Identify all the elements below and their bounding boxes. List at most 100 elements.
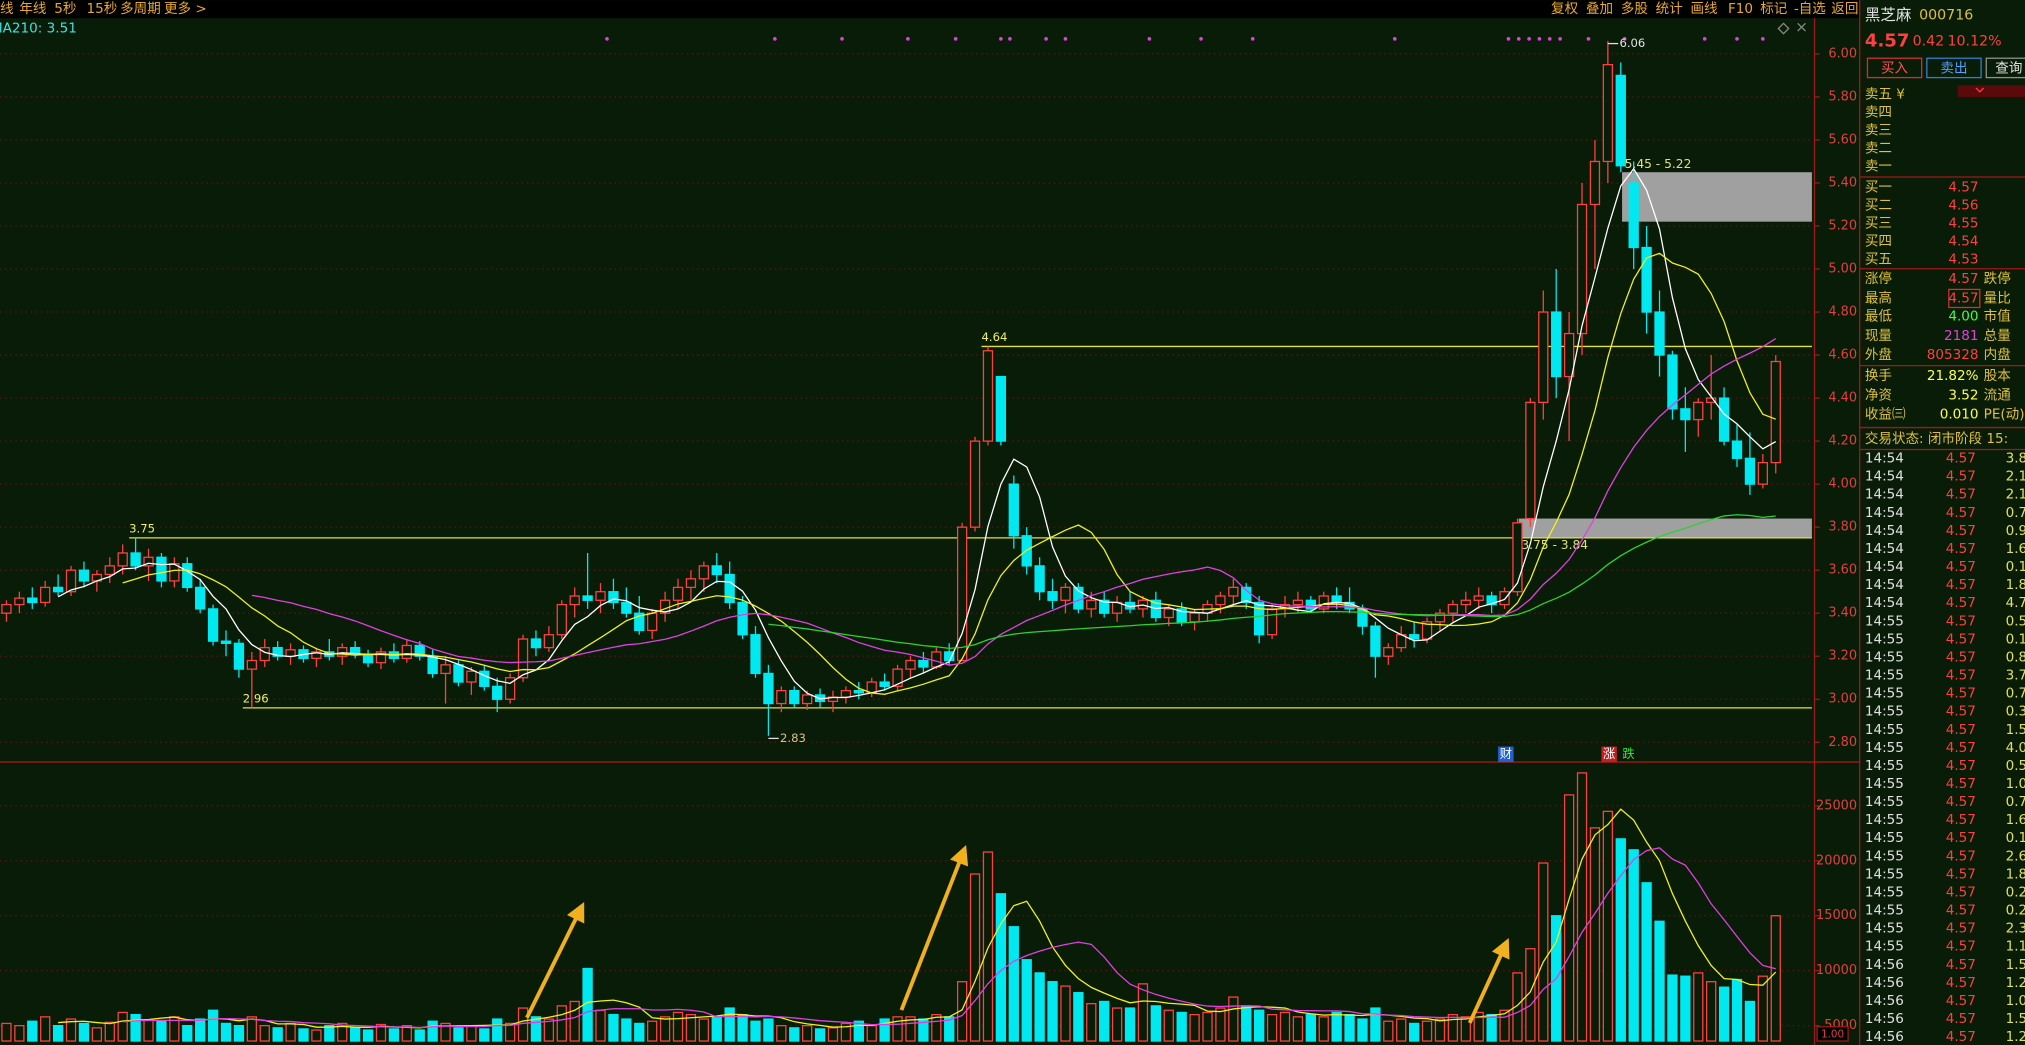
toolbar-item[interactable]: 更多 > [164, 0, 207, 17]
candle-body [1486, 595, 1497, 606]
y-tick-label: 5.60 [1828, 132, 1857, 147]
toolbar-button[interactable]: 叠加 [1586, 1, 1613, 17]
volume-bar [272, 1027, 283, 1042]
volume-bar [143, 1019, 154, 1042]
volume-bar [440, 1022, 451, 1042]
sell-button[interactable]: 卖出 [1940, 61, 1967, 77]
icon[interactable] [1797, 22, 1806, 32]
volume-bar [1111, 1007, 1123, 1042]
icon[interactable] [1777, 22, 1790, 35]
tick-price: 4.57 [1946, 794, 1976, 810]
volume-bar [1396, 1018, 1407, 1042]
candle-body [104, 565, 115, 576]
button-frame[interactable] [1866, 57, 1923, 79]
quote-header: 黑芝麻 000716 4.57 0.42 10.12% 买入 卖出 查询 交易状… [1859, 6, 2025, 451]
tick-price: 4.57 [1946, 866, 1976, 882]
tick-time: 14:55 [1865, 668, 1904, 684]
candle-body [1706, 397, 1717, 404]
volume-bar [156, 1020, 167, 1042]
candle-body [1576, 203, 1588, 335]
tick-time: 14:55 [1865, 649, 1904, 665]
tick-volume: 1.5 [2006, 957, 2025, 973]
moving-average [251, 338, 1777, 666]
candle-body [233, 642, 245, 670]
tick-volume: 0.7 [2006, 505, 2025, 521]
candle-body [879, 681, 890, 687]
stat-value: 4.57 [1948, 271, 1978, 287]
candle-body [440, 664, 451, 675]
candle-body [1008, 483, 1019, 537]
query-button[interactable]: 查询 [1995, 61, 2022, 77]
tick-price: 4.57 [1946, 469, 1976, 485]
toolbar-item[interactable]: 多周期 [120, 0, 161, 17]
toolbar-button[interactable]: F10 [1728, 1, 1753, 17]
toolbar-button[interactable]: -自选 [1794, 1, 1826, 17]
y-tick-label: 3.20 [1828, 649, 1857, 664]
stat-label: 最低 [1865, 309, 1893, 325]
toolbar-button[interactable]: 画线 [1691, 1, 1719, 17]
candle-body [1215, 595, 1226, 606]
tick-price: 4.57 [1946, 957, 1976, 973]
toolbar-button[interactable]: 复权 [1551, 0, 1579, 17]
candle-body [672, 586, 684, 601]
buy-button[interactable]: 买入 [1881, 61, 1909, 77]
volume-bar [1137, 983, 1149, 1042]
volume-bar [763, 1018, 774, 1042]
ask-label: 卖二 [1865, 141, 1892, 157]
button-frame[interactable] [1926, 57, 1982, 79]
toolbar-button[interactable]: 多股 [1621, 0, 1649, 17]
volume-bar [1744, 1000, 1756, 1042]
toolbar-button[interactable]: 返回 [1831, 1, 1858, 17]
icon[interactable] [1975, 87, 1985, 93]
volume-bar [195, 1018, 206, 1042]
candle-body [1408, 634, 1420, 640]
volume-bar [401, 1024, 412, 1042]
volume-bar [1254, 1009, 1265, 1042]
candle-body [543, 634, 555, 649]
toolbar-button[interactable]: 统计 [1656, 1, 1683, 17]
candle-body [52, 586, 64, 593]
stat-value: 4.57 [1948, 290, 1978, 306]
volume-bar [724, 1007, 735, 1042]
tick-volume: 1.0 [2006, 993, 2025, 1009]
tick-time: 14:54 [1865, 595, 1904, 611]
volume-bar [40, 1016, 51, 1042]
level-label: 2.96 [243, 691, 269, 705]
tick-volume: 4.0 [2006, 740, 2025, 756]
toolbar-item[interactable]: 年线 [19, 1, 47, 17]
signal-dot [999, 37, 1003, 41]
y-tick-label: 20000 [1816, 853, 1857, 868]
stat-label: 外盘 [1865, 346, 1892, 363]
signal-dot [1547, 37, 1552, 41]
toolbar-item[interactable]: 5秒 [54, 1, 76, 17]
toolbar-item[interactable]: 线 [0, 1, 14, 17]
volume-bar [362, 1029, 374, 1042]
toolbar-item[interactable]: 15秒 [87, 1, 118, 17]
y-tick-label: 5.40 [1828, 175, 1857, 190]
candle-body [1370, 625, 1381, 657]
tick-volume: 2.6 [2006, 848, 2025, 864]
volume-bar [711, 1016, 722, 1042]
volume-bar [879, 1018, 890, 1042]
collapse-bar[interactable] [1957, 85, 2025, 97]
signal-dot [840, 37, 844, 41]
tick-volume: 0.1 [2006, 631, 2025, 647]
toolbar-button[interactable]: 标记 [1760, 1, 1788, 17]
volume-bar [311, 1029, 322, 1042]
tick-price: 4.57 [1946, 975, 1976, 991]
candle-body [1563, 332, 1575, 378]
tick-volume: 0.5 [2006, 758, 2025, 774]
stat-label: 现量 [1865, 328, 1892, 344]
stat-label: 量比 [1984, 290, 2011, 306]
stat-label: 跌停 [1984, 270, 2011, 287]
volume-bar [1680, 975, 1691, 1042]
candle-body [27, 597, 38, 604]
bid-label: 买四 [1865, 234, 1892, 250]
volume-bar [1499, 1009, 1510, 1042]
volume-bar [1060, 985, 1071, 1042]
button-frame[interactable] [1985, 57, 2025, 79]
candle-body [750, 634, 761, 675]
tick-price: 4.57 [1946, 776, 1976, 792]
ask-label: 卖三 [1865, 123, 1892, 139]
stat-value: 2181 [1944, 328, 1978, 344]
